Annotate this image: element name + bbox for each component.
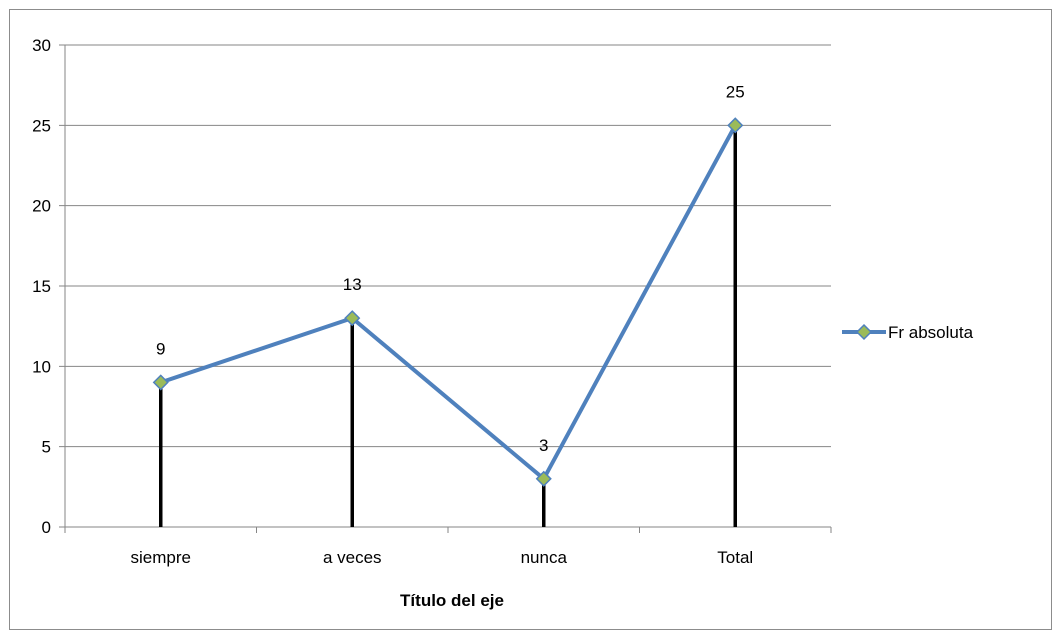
label-layer: 9 13 3 25 bbox=[156, 82, 745, 454]
y-tick-label: 25 bbox=[32, 116, 51, 135]
x-tick-label: nunca bbox=[521, 548, 568, 567]
axis-layer: 0 5 10 15 20 25 30 siempre a veces nunca Total bbox=[32, 36, 832, 567]
y-tick-label: 30 bbox=[32, 36, 51, 55]
legend-marker-swatch bbox=[855, 323, 873, 341]
data-label: 3 bbox=[539, 436, 548, 455]
y-tick-label: 5 bbox=[42, 438, 51, 457]
drop-lines bbox=[156, 125, 740, 527]
x-tick-label: a veces bbox=[323, 548, 382, 567]
y-tick-label: 15 bbox=[32, 277, 51, 296]
legend-label: Fr absoluta bbox=[888, 323, 974, 342]
y-tick-label: 10 bbox=[32, 357, 51, 376]
y-tick-label: 20 bbox=[32, 197, 51, 216]
chart-frame: 0 5 10 15 20 25 30 siempre a veces nunca Total 9 13… bbox=[9, 9, 1052, 630]
data-label: 25 bbox=[726, 82, 745, 101]
data-label: 9 bbox=[156, 339, 165, 358]
x-tick-label: Total bbox=[717, 548, 753, 567]
series-layer bbox=[152, 117, 744, 487]
series-line bbox=[158, 123, 738, 481]
data-label: 13 bbox=[343, 275, 362, 294]
data-point-marker[interactable] bbox=[152, 374, 169, 391]
legend[interactable]: Fr absoluta bbox=[842, 323, 974, 342]
grid-layer bbox=[59, 44, 831, 448]
x-axis-title: Título del eje bbox=[400, 591, 504, 610]
data-point-marker[interactable] bbox=[727, 117, 744, 134]
y-tick-label: 0 bbox=[42, 518, 51, 537]
data-point-marker[interactable] bbox=[344, 310, 361, 327]
chart-svg: 0 5 10 15 20 25 30 siempre a veces nunca Total 9 13… bbox=[32, 36, 974, 610]
x-tick-label: siempre bbox=[131, 548, 191, 567]
data-point-marker[interactable] bbox=[535, 470, 552, 487]
